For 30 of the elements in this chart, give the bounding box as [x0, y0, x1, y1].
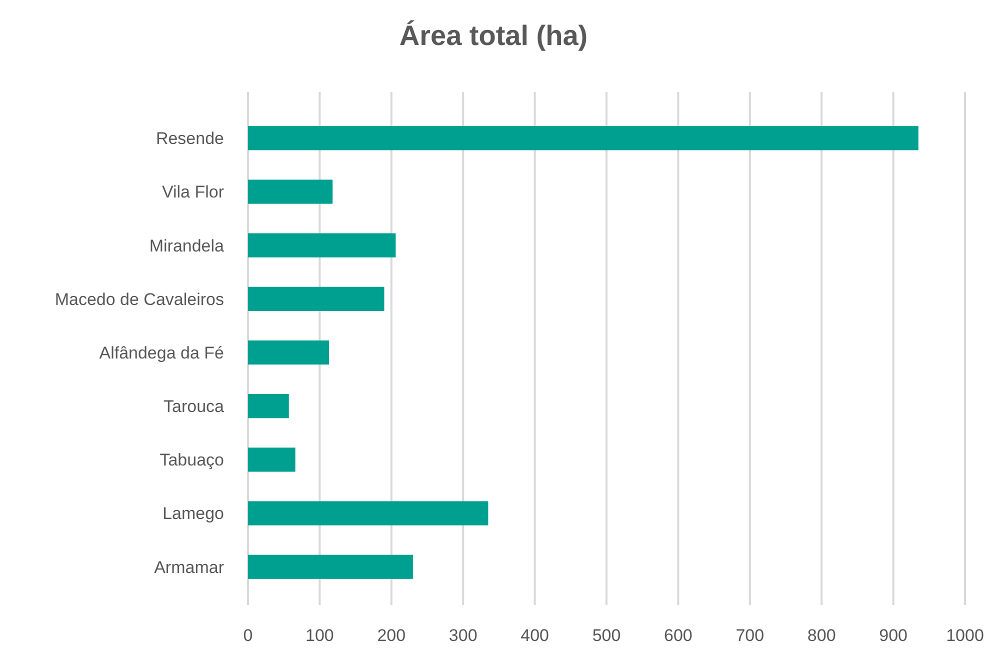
- x-tick-label: 100: [306, 626, 334, 645]
- x-tick-label: 600: [664, 626, 692, 645]
- bar: [248, 180, 333, 204]
- x-tick-label: 200: [377, 626, 406, 645]
- x-tick-label: 500: [592, 626, 621, 645]
- x-tick-label: 1000: [946, 626, 984, 645]
- chart-title: Área total (ha): [399, 20, 588, 51]
- y-tick-label: Alfândega da Fé: [99, 343, 224, 362]
- y-tick-label: Armamar: [154, 558, 224, 577]
- y-tick-label: Vila Flor: [162, 182, 224, 202]
- bar: [248, 554, 413, 579]
- bar: [248, 394, 289, 418]
- y-tick-label: Tabuaço: [160, 450, 224, 470]
- y-tick-label: Resende: [156, 129, 224, 148]
- x-tick-label: 0: [243, 626, 253, 645]
- bar: [248, 126, 918, 150]
- x-tick-label: 700: [736, 626, 764, 645]
- x-tick-label: 800: [807, 626, 836, 645]
- y-tick-label: Lamego: [162, 504, 224, 524]
- x-tick-label: 300: [448, 626, 478, 645]
- x-tick-label: 900: [879, 626, 908, 645]
- y-tick-label: Mirandela: [149, 236, 225, 256]
- bar: [248, 286, 384, 311]
- bar: [248, 501, 488, 526]
- bar: [248, 448, 296, 472]
- bar: [248, 340, 330, 365]
- bar: [248, 233, 396, 258]
- y-tick-label: Tarouca: [164, 397, 225, 416]
- y-tick-label: Macedo de Cavaleiros: [54, 290, 224, 309]
- x-tick-label: 400: [520, 626, 549, 645]
